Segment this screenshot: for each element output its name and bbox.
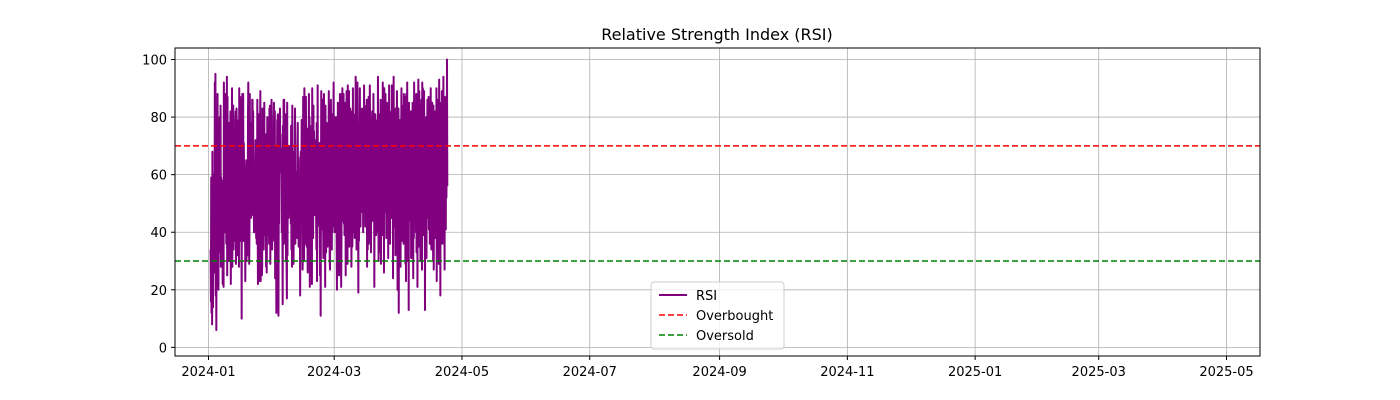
x-tick-label: 2024-07 (563, 365, 617, 380)
x-axis: 2024-01 2024-03 2024-05 2024-07 2024-09 2024-… (181, 356, 1254, 380)
legend-box (650, 281, 785, 350)
x-tick-label: 2024-11 (820, 365, 874, 380)
y-tick-label: 20 (150, 284, 167, 299)
legend-label-overbought: Overbought (696, 309, 773, 324)
y-tick-label: 40 (150, 226, 167, 241)
legend-label-oversold: Oversold (696, 329, 754, 344)
legend: RSI Overbought Oversold (650, 281, 785, 350)
x-tick-label: 2024-09 (692, 365, 746, 380)
plot-frame (174, 47, 1261, 357)
y-tick-label: 0 (159, 341, 167, 356)
legend-label-rsi: RSI (696, 289, 717, 304)
y-tick-label: 80 (150, 111, 167, 126)
x-tick-label: 2024-01 (181, 365, 235, 380)
x-tick-label: 2025-03 (1072, 365, 1126, 380)
rsi-series-line (209, 58, 449, 332)
chart-title: Relative Strength Index (RSI) (601, 25, 833, 44)
y-tick-label: 100 (142, 54, 167, 69)
x-tick-label: 2024-05 (435, 365, 489, 380)
x-tick-label: 2025-01 (948, 365, 1002, 380)
series-layer (175, 58, 1260, 332)
y-tick-label: 60 (150, 169, 167, 184)
x-tick-label: 2024-03 (307, 365, 361, 380)
y-axis: 0 20 40 60 80 100 (142, 54, 175, 356)
x-tick-label: 2025-05 (1199, 365, 1253, 380)
